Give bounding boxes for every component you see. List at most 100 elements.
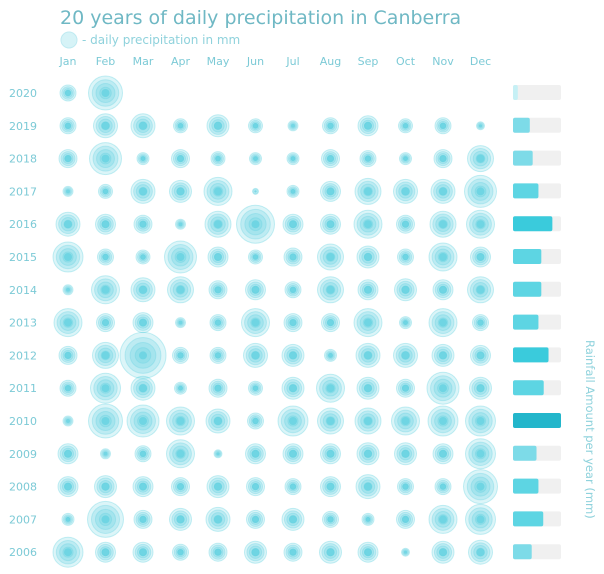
precipitation-bubble [359, 150, 377, 168]
precipitation-bubble [206, 114, 230, 138]
precipitation-bubble [283, 247, 303, 267]
precipitation-bubble [319, 540, 342, 564]
precipitation-bubble [361, 512, 375, 526]
precipitation-bubble [244, 540, 267, 564]
precipitation-bubble [427, 405, 459, 437]
precipitation-bubble [248, 380, 263, 396]
precipitation-bubble [55, 211, 81, 237]
precipitation-bubble [171, 149, 190, 169]
precipitation-bubble [209, 346, 227, 364]
precipitation-bubble [132, 541, 154, 563]
precipitation-bubble [428, 504, 458, 534]
precipitation-bubble [397, 248, 414, 266]
precipitation-bubble [322, 117, 339, 135]
month-label: Nov [432, 55, 454, 68]
precipitation-bubble [91, 275, 120, 305]
precipitation-bubble [173, 118, 188, 134]
precipitation-bubble [241, 308, 270, 338]
chart-title: 20 years of daily precipitation in Canbe… [60, 7, 461, 29]
precipitation-bubble [281, 376, 305, 400]
legend-label: - daily precipitation in mm [82, 33, 240, 47]
precipitation-bubble [356, 245, 380, 269]
precipitation-bubble [95, 541, 116, 563]
precipitation-bubble [324, 348, 337, 362]
precipitation-bubble [52, 241, 84, 273]
precipitation-bubble [62, 284, 74, 296]
month-label: Jul [285, 55, 299, 68]
precipitation-bubble [119, 331, 167, 379]
precipitation-bubble [208, 542, 228, 562]
precipitation-bubble [357, 541, 379, 563]
precipitation-bubble [204, 210, 232, 238]
precipitation-bubble [171, 477, 190, 497]
precipitation-bubble [287, 120, 299, 132]
precipitation-bubble [321, 149, 340, 169]
precipitation-bubble [397, 478, 414, 496]
precipitation-bubble [401, 547, 410, 557]
precipitation-bubble [59, 117, 77, 135]
precipitation-bubble [320, 213, 341, 235]
precipitation-bubble [396, 214, 415, 234]
precipitation-bubble [317, 243, 344, 271]
precipitation-bubble [469, 376, 492, 400]
precipitation-bubble [175, 218, 186, 230]
precipitation-bubble [53, 308, 83, 338]
legend-bubble-icon [60, 31, 78, 49]
annual-rainfall-bar [513, 216, 553, 232]
precipitation-bubble [134, 445, 152, 463]
precipitation-bubble [317, 407, 344, 435]
month-label: Jan [59, 55, 77, 68]
precipitation-bubble [394, 442, 417, 466]
precipitation-bubble [249, 152, 262, 166]
precipitation-bubble [470, 246, 491, 268]
precipitation-bubble [57, 443, 79, 465]
precipitation-bubble [320, 443, 341, 465]
precipitation-bubble [248, 249, 263, 265]
precipitation-bubble [426, 371, 460, 405]
precipitation-bubble [87, 500, 124, 538]
precipitation-bubble [130, 375, 156, 401]
precipitation-bubble [88, 403, 123, 439]
precipitation-bubble [465, 503, 496, 535]
precipitation-bubble [277, 405, 309, 437]
precipitation-bubble [208, 280, 228, 300]
year-label: 2011 [9, 382, 37, 395]
precipitation-bubble [208, 378, 228, 398]
year-label: 2010 [9, 415, 37, 428]
annual-rainfall-bar [513, 85, 518, 100]
precipitation-bubble [133, 509, 153, 529]
precipitation-bubble [393, 178, 418, 204]
precipitation-bubble [320, 180, 341, 202]
annual-bar-track [513, 85, 561, 100]
precipitation-bubble [98, 183, 113, 199]
month-label: May [207, 55, 230, 68]
precipitation-bubble [316, 373, 345, 403]
precipitation-bubble [467, 276, 494, 304]
year-label: 2006 [9, 546, 37, 559]
annual-rainfall-bar [513, 445, 537, 461]
precipitation-bubble [429, 210, 457, 238]
precipitation-bubble [252, 187, 259, 195]
precipitation-bubble [174, 381, 187, 395]
precipitation-bubble [100, 448, 111, 460]
annual-rainfall-bar [513, 183, 539, 199]
precipitation-bubble [210, 151, 226, 167]
annual-rainfall-bar [513, 380, 544, 396]
precipitation-bubble [283, 313, 303, 333]
precipitation-bubble [58, 149, 78, 169]
precipitation-bubble [94, 475, 117, 499]
precipitation-bubble [172, 346, 189, 364]
annual-rainfall-bar [513, 117, 530, 133]
precipitation-bubble [126, 404, 160, 438]
precipitation-bubble [357, 279, 379, 301]
precipitation-bubble [246, 477, 265, 497]
month-label: Apr [171, 55, 191, 68]
precipitation-bubble [205, 506, 231, 532]
precipitation-bubble [164, 240, 197, 274]
precipitation-bubble [236, 204, 275, 244]
precipitation-bubble [95, 213, 116, 235]
precipitation-bubble [354, 177, 382, 205]
precipitation-bubble [286, 152, 300, 166]
